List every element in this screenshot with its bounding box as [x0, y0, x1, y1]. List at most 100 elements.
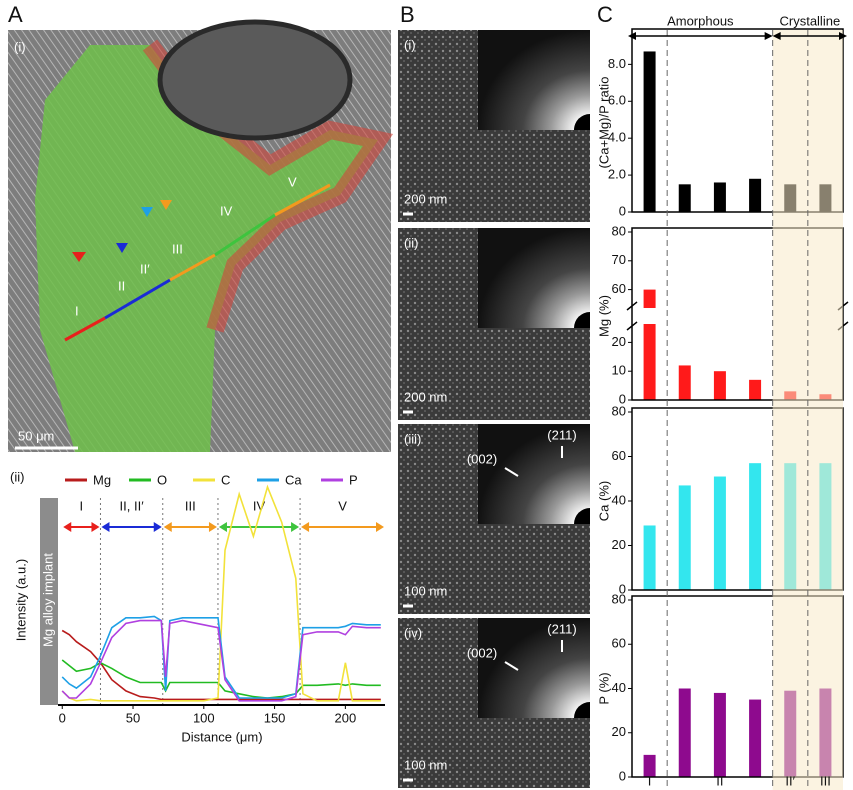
legend-label: Ca [285, 472, 302, 487]
y-tick-label: 60 [612, 281, 626, 296]
y-tick-label: 80 [612, 223, 626, 238]
bar [713, 476, 726, 590]
x-tick-label: 200 [335, 710, 357, 725]
legend-label: C [221, 472, 230, 487]
y-tick-label: 0 [619, 768, 626, 783]
bar [749, 178, 762, 212]
image-label: (ii) [404, 235, 418, 250]
y-tick-label: 80 [612, 591, 626, 606]
panel-label: B [400, 2, 415, 27]
x-tick-label: 150 [264, 710, 286, 725]
y-tick-label: 60 [612, 636, 626, 651]
region-label: II, II′ [120, 498, 145, 513]
y-tick-label: 6.0 [608, 93, 626, 108]
series-line [61, 484, 381, 702]
legend-label: P [349, 472, 358, 487]
bar [678, 485, 691, 590]
region-label: IV [253, 498, 266, 513]
beam-stop [574, 312, 590, 328]
arrow-head [628, 32, 636, 40]
arrow-head [839, 32, 847, 40]
reflection-arrow [504, 661, 519, 671]
reflection-label: (002) [467, 645, 497, 660]
scale-bar-label: 50 μm [18, 428, 54, 443]
micrograph-a [8, 19, 394, 452]
bar [678, 688, 691, 777]
header-label: Amorphous [667, 13, 734, 28]
bar [749, 463, 762, 590]
region-label: II′ [140, 261, 150, 276]
y-axis-label: Ca (%) [596, 481, 611, 521]
image-label: (i) [404, 37, 416, 52]
y-tick-label: 60 [612, 448, 626, 463]
x-tick-label: II [716, 773, 723, 788]
x-tick-label: II′ [785, 773, 795, 788]
scale-bar-label: 100 nm [404, 757, 447, 772]
region-label: III [185, 498, 196, 513]
region-label: IV [220, 203, 233, 218]
implant-bar [40, 498, 58, 705]
y-tick-label: 20 [612, 724, 626, 739]
arrow-head [153, 522, 162, 532]
scale-bar-label: 100 nm [404, 583, 447, 598]
y-axis-label: P (%) [596, 672, 611, 704]
arrow-head [91, 522, 100, 532]
bar [643, 289, 656, 400]
x-tick-label: III [820, 773, 831, 788]
y-tick-label: 8.0 [608, 56, 626, 71]
series-line [61, 659, 381, 699]
y-tick-label: 40 [612, 492, 626, 507]
legend-label: Mg [93, 472, 111, 487]
y-tick-label: 2.0 [608, 167, 626, 182]
diffraction-inset [478, 424, 590, 524]
y-tick-label: 40 [612, 680, 626, 695]
implant-label: Mg alloy implant [40, 553, 55, 647]
reflection-arrow [504, 467, 519, 477]
y-tick-label: 10 [612, 363, 626, 378]
diffraction-inset [478, 618, 590, 718]
y-tick-label: 20 [612, 537, 626, 552]
x-tick-label: 0 [59, 710, 66, 725]
panel-label: C [597, 2, 613, 27]
arrow-head [772, 32, 781, 40]
series-line [61, 615, 381, 699]
y-tick-label: 20 [612, 334, 626, 349]
arrow-head [291, 522, 300, 532]
bar [643, 51, 656, 212]
panel-sublabel: (ii) [10, 469, 24, 484]
bar [713, 692, 726, 777]
arrow-head [376, 522, 384, 532]
y-axis-label: (Ca+Mg)/P ratio [596, 77, 611, 169]
scale-bar-label: 200 nm [404, 191, 447, 206]
beam-stop [574, 114, 590, 130]
arrow-head [764, 32, 773, 40]
image-label: (i) [14, 39, 26, 54]
bar [643, 525, 656, 590]
beam-stop [574, 702, 590, 718]
image-label: (iv) [404, 625, 422, 640]
arrow-head [101, 522, 110, 532]
y-axis-label: Mg (%) [596, 295, 611, 337]
header-label: Crystalline [779, 13, 840, 28]
panel-label: A [8, 2, 23, 27]
bar [749, 379, 762, 400]
bar [749, 699, 762, 777]
arrow-head [218, 522, 227, 532]
beam-stop [574, 508, 590, 524]
diffraction-inset [478, 228, 590, 328]
region-label: III [172, 241, 183, 256]
y-tick-label: 0 [619, 203, 626, 218]
x-tick-label: I [648, 773, 652, 788]
arrow-head [63, 522, 72, 532]
x-axis-label: Distance (μm) [181, 729, 262, 744]
arrow-head [208, 522, 217, 532]
reflection-label: (002) [467, 451, 497, 466]
y-tick-label: 0 [619, 581, 626, 596]
y-tick-label: 4.0 [608, 130, 626, 145]
arrow-head [163, 522, 172, 532]
reflection-label: (211) [547, 427, 576, 442]
bar [713, 371, 726, 400]
image-label: (iii) [404, 431, 421, 446]
y-tick-label: 80 [612, 403, 626, 418]
